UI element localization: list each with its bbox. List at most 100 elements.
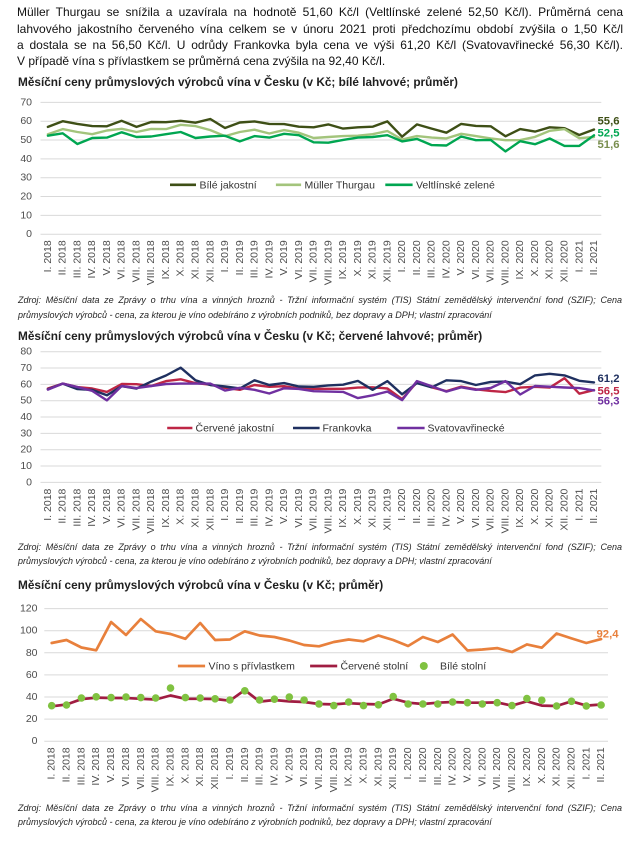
- svg-text:0: 0: [26, 476, 32, 488]
- svg-text:20: 20: [26, 713, 38, 725]
- svg-text:V. 2019: V. 2019: [278, 240, 290, 275]
- svg-text:70: 70: [20, 96, 32, 108]
- svg-text:XII. 2020: XII. 2020: [559, 240, 571, 282]
- svg-text:X. 2018: X. 2018: [179, 747, 191, 783]
- svg-text:VI. 2019: VI. 2019: [293, 240, 305, 279]
- svg-text:XI. 2018: XI. 2018: [190, 488, 202, 527]
- svg-text:51,6: 51,6: [598, 139, 620, 151]
- svg-text:XI. 2020: XI. 2020: [551, 747, 563, 786]
- svg-text:X. 2020: X. 2020: [529, 240, 541, 276]
- svg-text:VIII. 2019: VIII. 2019: [322, 240, 334, 285]
- svg-text:I. 2018: I. 2018: [42, 240, 54, 272]
- svg-text:IX. 2018: IX. 2018: [165, 747, 177, 786]
- svg-text:XI. 2020: XI. 2020: [544, 488, 556, 527]
- svg-text:IX. 2019: IX. 2019: [343, 747, 355, 786]
- svg-text:I. 2019: I. 2019: [219, 488, 231, 520]
- svg-text:III. 2020: III. 2020: [426, 488, 438, 526]
- svg-text:X. 2019: X. 2019: [358, 747, 370, 783]
- svg-text:92,4: 92,4: [597, 628, 620, 640]
- svg-text:VIII. 2019: VIII. 2019: [328, 747, 340, 792]
- svg-text:VI. 2018: VI. 2018: [116, 488, 128, 527]
- svg-text:VIII. 2018: VIII. 2018: [145, 240, 157, 285]
- svg-text:IX. 2019: IX. 2019: [337, 240, 349, 279]
- svg-text:XI. 2019: XI. 2019: [372, 747, 384, 786]
- svg-text:VII. 2020: VII. 2020: [485, 240, 497, 282]
- svg-text:VI. 2019: VI. 2019: [298, 747, 310, 786]
- svg-text:IX. 2018: IX. 2018: [160, 240, 172, 279]
- svg-text:XI. 2018: XI. 2018: [190, 240, 202, 279]
- svg-text:50: 50: [20, 395, 32, 407]
- svg-text:52,5: 52,5: [598, 128, 620, 140]
- svg-text:Červené stolní: Červené stolní: [341, 660, 409, 673]
- svg-text:VI. 2018: VI. 2018: [116, 240, 128, 279]
- svg-text:Víno s přívlastkem: Víno s přívlastkem: [209, 661, 296, 673]
- svg-text:II. 2019: II. 2019: [234, 488, 246, 523]
- svg-text:100: 100: [20, 625, 38, 637]
- svg-text:VII. 2019: VII. 2019: [313, 747, 325, 789]
- svg-text:Müller Thurgau: Müller Thurgau: [305, 179, 376, 191]
- svg-text:II. 2020: II. 2020: [411, 488, 423, 523]
- svg-text:61,2: 61,2: [598, 373, 620, 385]
- svg-text:V. 2018: V. 2018: [105, 747, 117, 782]
- svg-text:IX. 2020: IX. 2020: [521, 747, 533, 786]
- svg-text:60: 60: [20, 115, 32, 127]
- svg-text:VII. 2018: VII. 2018: [131, 240, 143, 282]
- svg-text:XII. 2018: XII. 2018: [204, 240, 216, 282]
- svg-text:I. 2021: I. 2021: [573, 488, 585, 520]
- svg-text:X. 2020: X. 2020: [529, 488, 541, 524]
- svg-text:II. 2018: II. 2018: [61, 747, 73, 782]
- svg-text:IV. 2019: IV. 2019: [263, 240, 275, 278]
- svg-text:XII. 2018: XII. 2018: [204, 488, 216, 530]
- svg-text:10: 10: [20, 209, 32, 221]
- svg-text:VI. 2020: VI. 2020: [476, 747, 488, 786]
- svg-text:III. 2019: III. 2019: [249, 488, 261, 526]
- svg-text:III. 2019: III. 2019: [254, 747, 266, 785]
- svg-text:20: 20: [20, 444, 32, 456]
- svg-text:60: 60: [26, 669, 38, 681]
- svg-text:II. 2018: II. 2018: [57, 488, 69, 523]
- svg-text:XII. 2020: XII. 2020: [566, 747, 578, 789]
- svg-text:IX. 2020: IX. 2020: [514, 488, 526, 527]
- svg-text:VII. 2020: VII. 2020: [491, 747, 503, 789]
- svg-text:XII. 2019: XII. 2019: [381, 488, 393, 530]
- svg-text:IV. 2019: IV. 2019: [263, 488, 275, 526]
- svg-text:XI. 2020: XI. 2020: [544, 240, 556, 279]
- svg-text:VIII. 2018: VIII. 2018: [150, 747, 162, 792]
- svg-text:Frankovka: Frankovka: [323, 423, 372, 435]
- svg-text:XI. 2019: XI. 2019: [367, 240, 379, 279]
- svg-text:VII. 2019: VII. 2019: [308, 240, 320, 282]
- svg-text:VI. 2020: VI. 2020: [470, 240, 482, 279]
- svg-text:IV. 2018: IV. 2018: [86, 240, 98, 278]
- svg-text:80: 80: [26, 647, 38, 659]
- svg-text:120: 120: [20, 603, 38, 615]
- svg-text:VII. 2018: VII. 2018: [135, 747, 147, 789]
- svg-text:II. 2021: II. 2021: [595, 747, 607, 782]
- svg-text:50: 50: [20, 134, 32, 146]
- svg-text:I. 2018: I. 2018: [42, 488, 54, 520]
- svg-text:40: 40: [26, 691, 38, 703]
- svg-text:VIII. 2018: VIII. 2018: [145, 488, 157, 533]
- svg-text:IV. 2018: IV. 2018: [90, 747, 102, 785]
- svg-text:IX. 2019: IX. 2019: [337, 488, 349, 527]
- svg-text:III. 2018: III. 2018: [71, 240, 83, 278]
- svg-text:V. 2019: V. 2019: [283, 747, 295, 782]
- svg-text:70: 70: [20, 362, 32, 374]
- svg-text:Červené jakostní: Červené jakostní: [196, 422, 275, 435]
- svg-text:40: 40: [20, 153, 32, 165]
- svg-text:0: 0: [32, 735, 38, 747]
- svg-text:V. 2019: V. 2019: [278, 488, 290, 523]
- svg-text:II. 2021: II. 2021: [588, 488, 600, 523]
- svg-text:III. 2018: III. 2018: [71, 488, 83, 526]
- svg-text:30: 30: [20, 172, 32, 184]
- svg-text:I. 2021: I. 2021: [580, 747, 592, 779]
- svg-text:X. 2019: X. 2019: [352, 240, 364, 276]
- svg-text:VIII. 2020: VIII. 2020: [500, 240, 512, 285]
- svg-text:IV. 2020: IV. 2020: [447, 747, 459, 785]
- svg-text:I. 2019: I. 2019: [219, 240, 231, 272]
- svg-text:80: 80: [20, 346, 32, 358]
- svg-text:II. 2020: II. 2020: [417, 747, 429, 782]
- svg-text:Veltlínské zelené: Veltlínské zelené: [416, 179, 495, 191]
- svg-text:II. 2019: II. 2019: [239, 747, 251, 782]
- svg-text:30: 30: [20, 427, 32, 439]
- svg-text:III. 2018: III. 2018: [75, 747, 87, 785]
